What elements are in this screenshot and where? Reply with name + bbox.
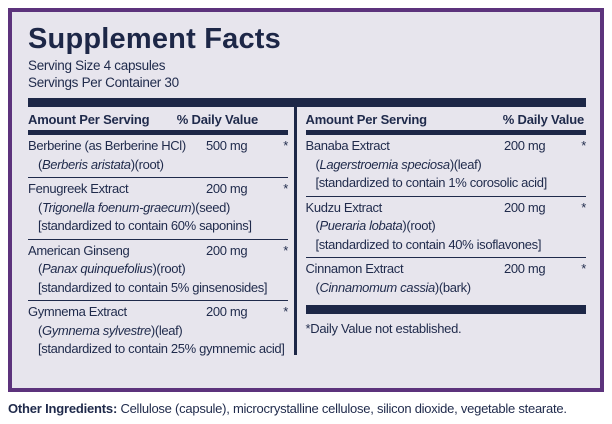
ingredient-group: Cinnamon Extract 200 mg * (Cinnamomum cassi…: [305, 257, 587, 300]
ingredient-amount: 200 mg: [504, 261, 546, 277]
ingredient-daily-value: *: [581, 261, 586, 277]
ingredient-group: Berberine (as Berberine HCl) 500 mg * (Berb…: [28, 135, 288, 177]
ingredient-daily-value: *: [283, 181, 288, 197]
ingredient-daily-value: *: [581, 199, 586, 215]
ingredient-detail-line: [standardized to contain 25% gymnemic ac…: [38, 341, 285, 357]
amount-per-serving-header: Amount Per Serving: [305, 112, 428, 128]
panel-title: Supplement Facts: [28, 23, 281, 55]
ingredient-group: American Ginseng 200 mg * (Panax quinquefol…: [28, 238, 288, 301]
ingredient-name: Kudzu Extract: [305, 199, 383, 215]
ingredient-amount: 200 mg: [206, 304, 248, 320]
other-ingredients: Other Ingredients: Cellulose (capsule), …: [8, 401, 604, 417]
latin-name: Berberis aristata: [41, 156, 131, 172]
ingredient-group: Gymnema Extract 200 mg * (Gymnema sylvestre…: [28, 300, 288, 362]
daily-value-footnote: *Daily Value not established.: [305, 321, 462, 337]
ingredient-columns: Amount Per Serving % Daily Value Berberi…: [28, 107, 586, 369]
ingredient-name: Gymnema Extract: [28, 304, 127, 320]
right-column: Amount Per Serving % Daily Value Banaba …: [297, 107, 587, 369]
servings-per-container: Servings Per Container 30: [28, 75, 179, 91]
other-ingredients-label: Other Ingredients:: [8, 401, 118, 416]
ingredient-name: American Ginseng: [28, 242, 130, 258]
ingredient-amount: 500 mg: [206, 138, 248, 154]
column-divider: [294, 107, 297, 356]
ingredient-amount: 200 mg: [504, 199, 546, 215]
ingredient-row: Banaba Extract 200 mg *: [306, 137, 587, 156]
ingredient-detail-line: [standardized to contain 5% ginsenosides…: [38, 279, 268, 295]
ingredient-daily-value: *: [283, 138, 288, 154]
ingredient-daily-value: *: [581, 138, 586, 154]
left-column: Amount Per Serving % Daily Value Berberi…: [28, 107, 294, 369]
ingredient-detail-line: (Pueraria lobata)(root): [315, 218, 436, 234]
ingredient-name: Cinnamon Extract: [305, 261, 404, 277]
left-column-header: Amount Per Serving % Daily Value: [28, 107, 288, 136]
latin-name: Gymnema sylvestre: [41, 322, 151, 338]
bottom-rule-bar: [305, 305, 586, 315]
ingredient-detail-line: (Trigonella foenum-graecum)(seed): [38, 199, 230, 215]
top-rule-bar: [28, 98, 586, 108]
ingredient-group: Kudzu Extract 200 mg * (Pueraria lobata)(ro…: [305, 195, 587, 258]
ingredient-daily-value: *: [283, 242, 288, 258]
ingredient-detail-line: (Gymnema sylvestre)(leaf): [38, 322, 183, 338]
ingredient-row: Berberine (as Berberine HCl) 500 mg *: [28, 137, 288, 156]
latin-name: Cinnamomum cassia: [319, 279, 435, 295]
right-column-rows: Banaba Extract 200 mg * (Lagerstroemia spec…: [305, 135, 587, 300]
ingredient-detail-line: (Panax quinquefolius)(root): [38, 261, 186, 277]
ingredient-row: American Ginseng 200 mg *: [28, 242, 288, 261]
ingredient-group: Fenugreek Extract 200 mg * (Trigonella foen…: [28, 177, 288, 239]
ingredient-amount: 200 mg: [206, 181, 248, 197]
latin-name: Pueraria lobata: [319, 218, 403, 234]
ingredient-amount: 200 mg: [504, 138, 546, 154]
ingredient-detail-line: [standardized to contain 60% saponins]: [38, 218, 252, 234]
ingredient-row: Cinnamon Extract 200 mg *: [306, 260, 587, 279]
latin-name: Lagerstroemia speciosa: [319, 156, 450, 172]
ingredient-amount: 200 mg: [206, 242, 248, 258]
ingredient-detail-line: (Berberis aristata)(root): [38, 156, 164, 172]
ingredient-detail-line: [standardized to contain 40% isoflavones…: [315, 236, 542, 252]
ingredient-row: Fenugreek Extract 200 mg *: [28, 180, 288, 199]
ingredient-row: Gymnema Extract 200 mg *: [28, 303, 288, 322]
ingredient-detail-line: (Lagerstroemia speciosa)(leaf): [315, 156, 482, 172]
amount-per-serving-header: Amount Per Serving: [28, 112, 150, 128]
right-column-header: Amount Per Serving % Daily Value: [305, 107, 586, 136]
ingredient-row: Kudzu Extract 200 mg *: [306, 199, 587, 218]
ingredient-detail-line: [standardized to contain 1% corosolic ac…: [315, 175, 548, 191]
ingredient-detail-line: (Cinnamomum cassia)(bark): [315, 279, 472, 295]
ingredient-name: Fenugreek Extract: [28, 181, 129, 197]
left-column-rows: Berberine (as Berberine HCl) 500 mg * (Berb…: [28, 135, 288, 362]
latin-name: Trigonella foenum-graecum: [41, 199, 192, 215]
latin-name: Panax quinquefolius: [41, 261, 153, 277]
ingredient-name: Berberine (as Berberine HCl): [28, 138, 186, 154]
supplement-facts-panel: Supplement Facts Serving Size 4 capsules…: [8, 8, 604, 392]
ingredient-name: Banaba Extract: [305, 138, 390, 154]
ingredient-group: Banaba Extract 200 mg * (Lagerstroemia spec…: [306, 135, 587, 196]
other-ingredients-text: Cellulose (capsule), microcrystalline ce…: [117, 401, 567, 416]
daily-value-header: % Daily Value: [502, 112, 584, 128]
ingredient-daily-value: *: [283, 304, 288, 320]
daily-value-header: % Daily Value: [176, 112, 258, 128]
serving-size: Serving Size 4 capsules: [28, 58, 166, 74]
